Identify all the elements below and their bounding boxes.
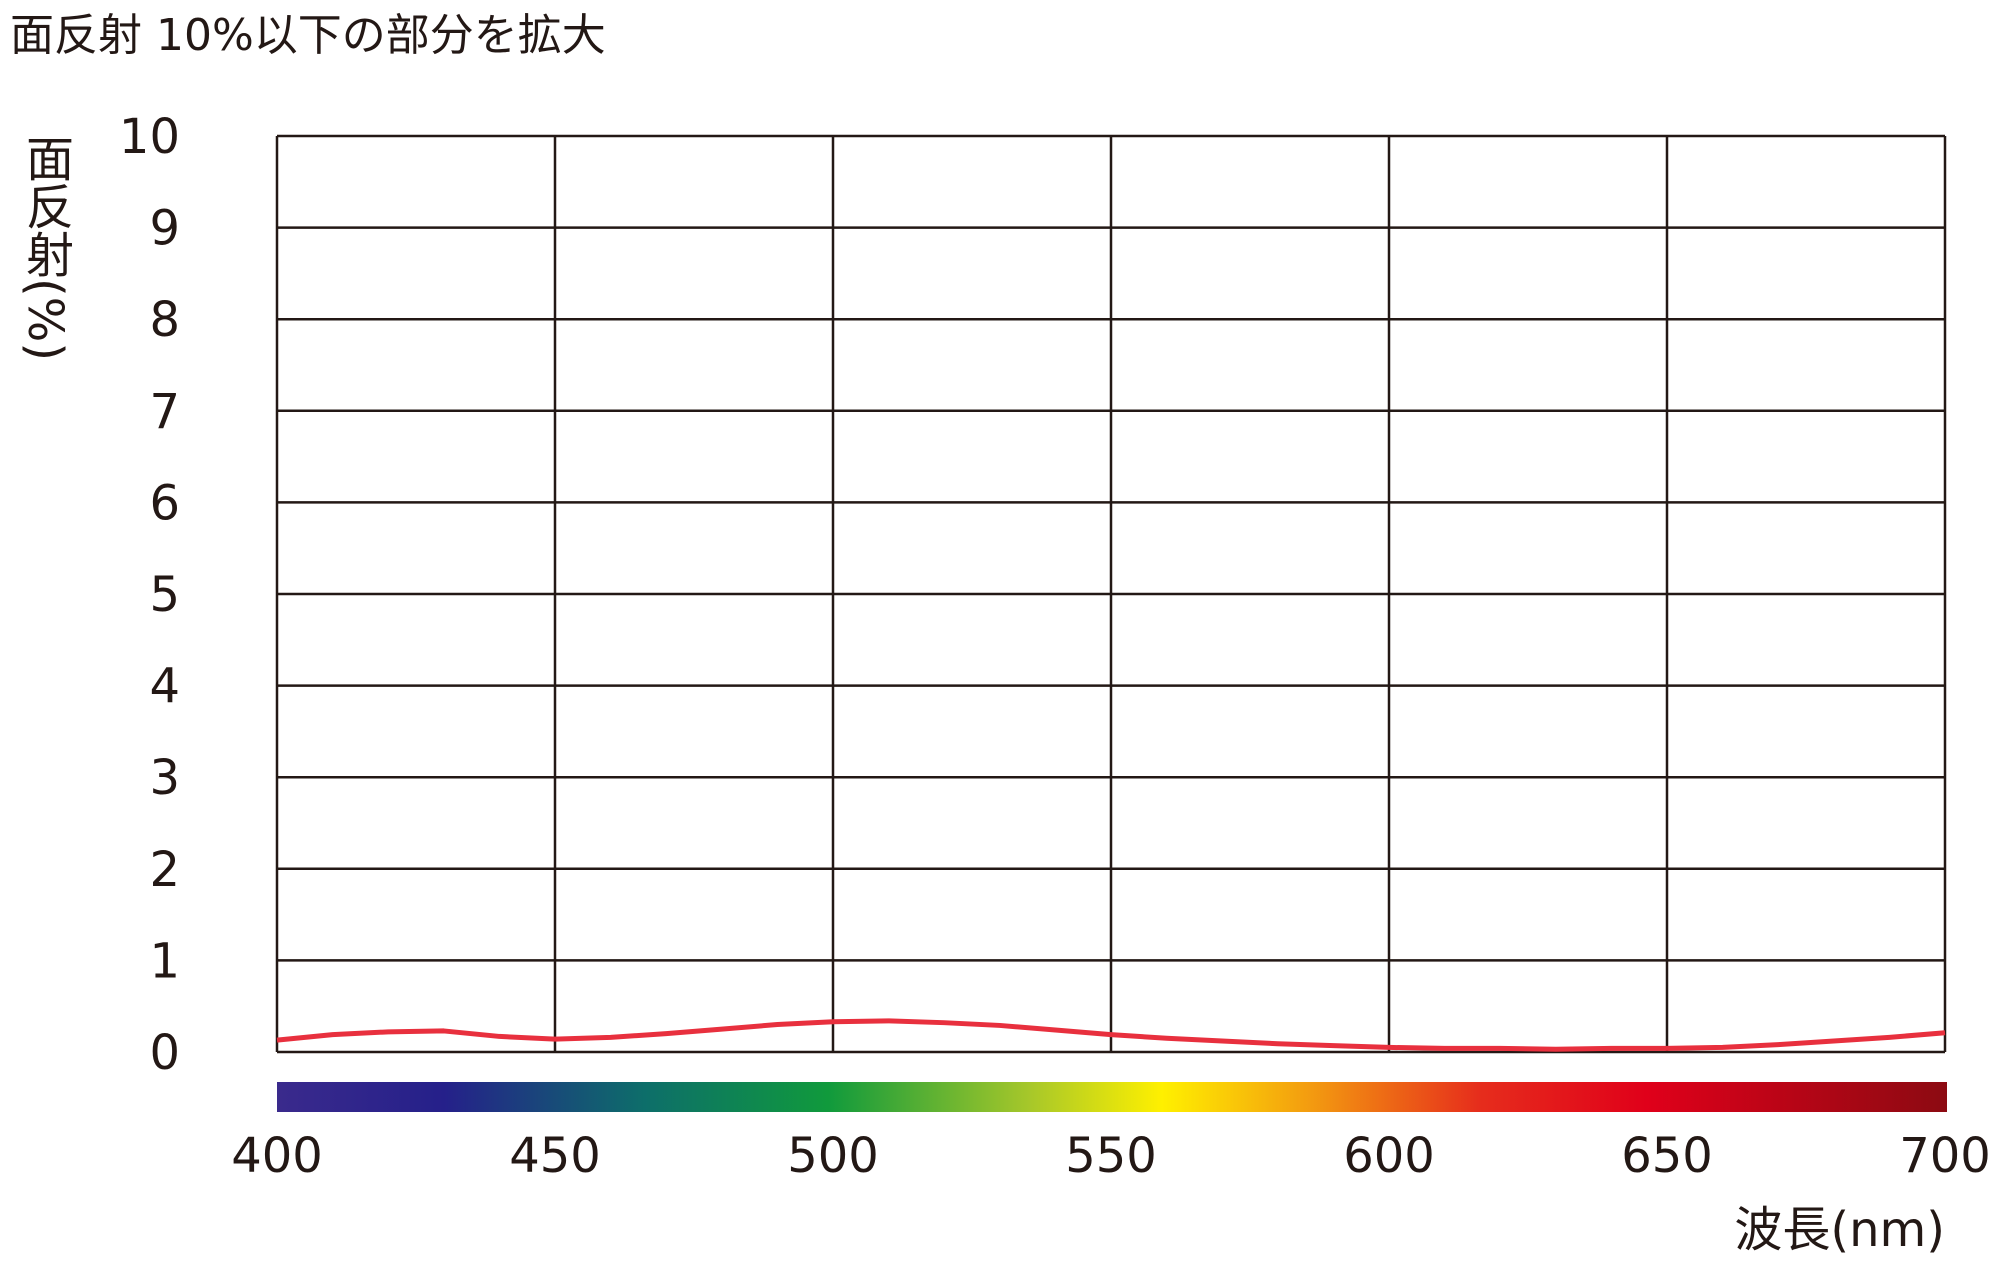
y-tick-label: 5 [149, 567, 180, 623]
x-tick-label: 450 [509, 1128, 601, 1184]
y-tick-label: 8 [149, 292, 180, 348]
y-tick-label: 0 [149, 1025, 180, 1081]
chart-title: 面反射 10%以下の部分を拡大 [10, 10, 606, 61]
data-line [276, 1018, 1946, 1052]
y-tick-label: 4 [149, 659, 180, 715]
x-tick-label: 550 [1065, 1128, 1157, 1184]
x-tick-label: 600 [1343, 1128, 1435, 1184]
y-tick-label: 2 [149, 842, 180, 898]
y-tick-label: 1 [149, 933, 180, 989]
y-tick-label: 6 [149, 475, 180, 531]
y-tick-label: 9 [149, 201, 180, 257]
spectrum-bar [277, 1082, 1947, 1112]
x-axis-label: 波長(nm) [1734, 1202, 1945, 1258]
x-tick-label: 500 [787, 1128, 879, 1184]
y-tick-label: 3 [149, 750, 180, 806]
x-tick-label: 400 [231, 1128, 323, 1184]
y-axis-label: 面反射(%) [17, 134, 73, 361]
x-tick-label: 700 [1899, 1128, 1991, 1184]
y-tick-label: 7 [149, 384, 180, 440]
x-tick-label: 650 [1621, 1128, 1713, 1184]
y-tick-label: 10 [119, 109, 180, 165]
